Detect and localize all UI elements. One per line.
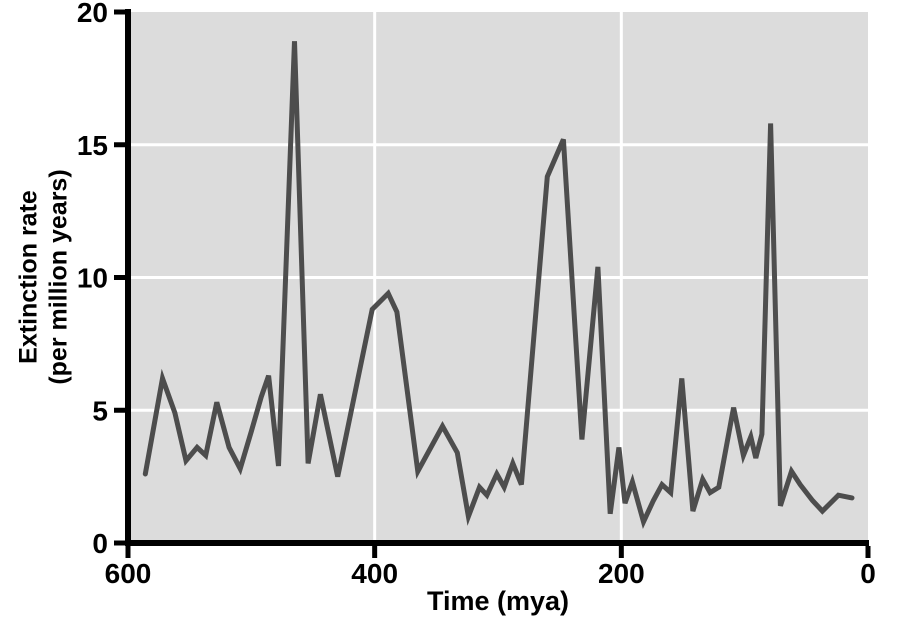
y-axis-title-line1: Extinction rate — [14, 190, 43, 364]
x-tick-label-600: 600 — [105, 558, 152, 589]
y-tick-label-5: 5 — [92, 395, 108, 426]
y-tick-label-20: 20 — [77, 0, 108, 28]
y-tick-label-15: 15 — [77, 130, 108, 161]
extinction-rate-line — [142, 41, 855, 530]
x-axis-title: Time (mya) — [426, 586, 570, 616]
y-tick-label-10: 10 — [77, 263, 108, 294]
y-tick-label-0: 0 — [92, 528, 108, 559]
x-tick-label-200: 200 — [598, 558, 645, 589]
y-axis-title: Extinction rate (per million years) — [15, 169, 74, 384]
x-tick-label-400: 400 — [351, 558, 398, 589]
x-tick-label-0: 0 — [860, 558, 876, 589]
y-axis-title-line2: (per million years) — [44, 169, 72, 385]
